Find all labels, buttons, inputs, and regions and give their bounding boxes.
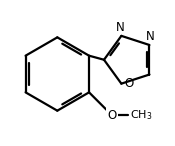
Text: O: O <box>124 77 133 90</box>
Text: N: N <box>146 30 155 43</box>
Text: O: O <box>107 109 117 122</box>
Text: CH$_3$: CH$_3$ <box>130 108 152 122</box>
Text: N: N <box>116 21 125 34</box>
